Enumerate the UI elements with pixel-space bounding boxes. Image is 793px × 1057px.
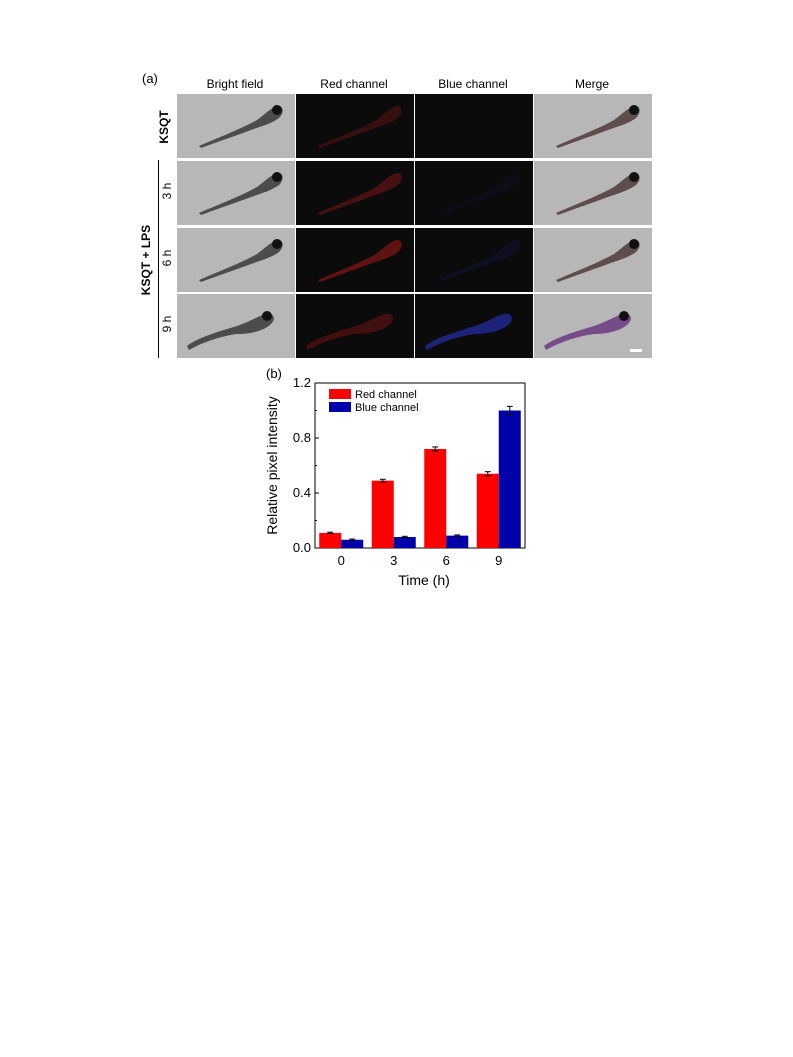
y-tick-label: 0.8 bbox=[293, 430, 311, 445]
zebrafish-larva-icon bbox=[199, 172, 283, 215]
bar-blue-channel bbox=[393, 537, 416, 548]
image-tile-blue-row3 bbox=[415, 294, 533, 358]
image-tile-red-row3 bbox=[296, 294, 414, 358]
x-tick-label: 9 bbox=[495, 553, 502, 568]
zebrafish-larva-icon bbox=[556, 239, 640, 282]
image-tile-blue-row1 bbox=[415, 161, 533, 225]
bar-blue-channel bbox=[341, 539, 364, 548]
y-axis-label: Relative pixel intensity bbox=[264, 396, 280, 535]
scale-bar-icon bbox=[630, 349, 642, 352]
image-tile-blue-row0 bbox=[415, 94, 533, 158]
legend-label-blue-channel: Blue channel bbox=[355, 402, 419, 414]
legend-swatch-blue-channel bbox=[329, 402, 351, 412]
bar-blue-channel bbox=[446, 535, 469, 548]
column-header-red-channel: Red channel bbox=[320, 77, 388, 91]
column-header-merge: Merge bbox=[574, 77, 609, 91]
zebrafish-larva-icon bbox=[556, 105, 640, 148]
zebrafish-larva-icon bbox=[437, 172, 521, 215]
image-tile-merge-row3 bbox=[534, 294, 652, 358]
image-tile-red-row0 bbox=[296, 94, 414, 158]
zebrafish-larva-icon bbox=[425, 313, 512, 350]
image-tile-blue-row2 bbox=[415, 228, 533, 292]
image-tile-red-row1 bbox=[296, 161, 414, 225]
zebrafish-larva-icon bbox=[318, 172, 402, 215]
zebrafish-larva-icon bbox=[199, 105, 283, 148]
panel-b-label: (b) bbox=[266, 366, 282, 381]
zebrafish-larva-icon bbox=[187, 311, 274, 350]
x-axis-label: Time (h) bbox=[398, 572, 450, 588]
bar-blue-channel bbox=[498, 410, 521, 548]
zebrafish-larva-icon bbox=[318, 239, 402, 282]
column-header-blue-channel: Blue channel bbox=[438, 77, 508, 91]
y-tick-label: 0.0 bbox=[293, 540, 311, 555]
y-tick-label: 1.2 bbox=[293, 375, 311, 390]
legend-swatch-red-channel bbox=[329, 389, 351, 399]
column-header-bright-field: Bright field bbox=[206, 77, 264, 91]
y-tick-label: 0.4 bbox=[293, 485, 311, 500]
bar-red-channel bbox=[424, 449, 447, 548]
zebrafish-larva-icon bbox=[437, 239, 521, 282]
bar-red-channel bbox=[476, 473, 499, 548]
legend-label-red-channel: Red channel bbox=[355, 389, 417, 401]
zebrafish-larva-icon bbox=[544, 311, 631, 350]
image-tile-bright-row3 bbox=[177, 294, 295, 358]
zebrafish-larva-icon bbox=[556, 172, 640, 215]
zebrafish-larva-icon bbox=[318, 105, 402, 148]
x-tick-label: 3 bbox=[390, 553, 397, 568]
bar-red-channel bbox=[371, 480, 394, 548]
zebrafish-larva-icon bbox=[199, 239, 283, 282]
image-tile-red-row2 bbox=[296, 228, 414, 292]
image-tile-merge-row2 bbox=[534, 228, 652, 292]
bar-red-channel bbox=[319, 532, 342, 548]
panel-a-label: (a) bbox=[142, 71, 158, 86]
image-tile-bright-row2 bbox=[177, 228, 295, 292]
x-tick-label: 6 bbox=[443, 553, 450, 568]
image-tile-merge-row1 bbox=[534, 161, 652, 225]
bar-chart: 0.0 0.4 0.8 1.2 0 3 6 9 Time (h) Relative pixel i… bbox=[264, 375, 526, 588]
microscopy-image-grid bbox=[0, 0, 793, 400]
image-tile-bright-row1 bbox=[177, 161, 295, 225]
image-tile-bright-row0 bbox=[177, 94, 295, 158]
image-tile-merge-row0 bbox=[534, 94, 652, 158]
x-tick-label: 0 bbox=[338, 553, 345, 568]
zebrafish-larva-icon bbox=[306, 313, 393, 350]
group-bracket-line bbox=[158, 160, 159, 358]
